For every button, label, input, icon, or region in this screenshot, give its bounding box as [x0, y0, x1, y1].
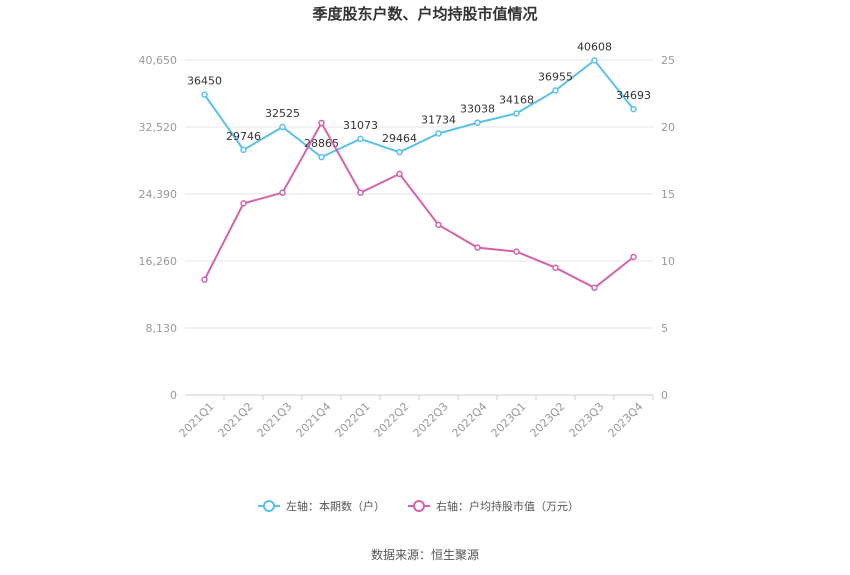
data-point[interactable]: [474, 244, 481, 251]
left-tick-label: 40,650: [139, 54, 178, 67]
right-tick-label: 15: [661, 188, 675, 201]
data-point[interactable]: [357, 189, 364, 196]
chart-title: 季度股东户数、户均持股市值情况: [312, 5, 537, 23]
right-axis: 0 5 10 15 20 25: [661, 54, 675, 402]
data-point[interactable]: [435, 221, 442, 229]
left-tick-label: 16,260: [139, 255, 178, 268]
data-point[interactable]: [201, 276, 208, 284]
data-label: 31734: [421, 113, 456, 126]
right-tick-label: 0: [661, 389, 668, 402]
data-point[interactable]: [630, 105, 637, 113]
data-point[interactable]: [318, 119, 325, 127]
data-point[interactable]: [474, 119, 481, 126]
series-line: [203, 58, 635, 159]
x-tick-label: 2022Q2: [372, 400, 412, 440]
data-label: 34693: [616, 89, 651, 102]
x-tick-label: 2022Q4: [450, 400, 490, 440]
grid: [185, 59, 653, 396]
data-point[interactable]: [279, 123, 286, 131]
data-point[interactable]: [630, 253, 637, 261]
data-label: 36955: [538, 70, 573, 83]
data-point[interactable]: [552, 87, 559, 94]
x-tick-label: 2021Q1: [177, 400, 217, 440]
legend[interactable]: 左轴：本期数（户） 右轴：户均持股市值（万元）: [258, 499, 579, 513]
data-point[interactable]: [591, 284, 598, 292]
legend-marker: [413, 500, 425, 512]
x-tick-label: 2023Q1: [489, 400, 529, 440]
data-point[interactable]: [552, 264, 559, 271]
series-2: [201, 119, 637, 292]
x-tick-label: 2021Q4: [294, 400, 334, 440]
data-point[interactable]: [279, 189, 286, 196]
right-tick-label: 25: [661, 54, 675, 67]
legend-item-1[interactable]: 左轴：本期数（户）: [258, 499, 385, 513]
left-tick-label: 8,130: [146, 322, 178, 335]
right-tick-label: 5: [661, 322, 668, 335]
right-tick-label: 10: [661, 255, 675, 268]
data-label: 29464: [382, 132, 417, 145]
x-axis: 2021Q12021Q22021Q32021Q42022Q12022Q22022…: [177, 395, 654, 440]
x-tick-label: 2021Q3: [255, 400, 295, 440]
x-tick-label: 2021Q2: [216, 400, 256, 440]
x-tick-label: 2022Q3: [411, 400, 451, 440]
data-label: 34168: [499, 93, 534, 106]
x-tick-label: 2023Q3: [567, 400, 607, 440]
legend-label: 右轴：户均持股市值（万元）: [436, 499, 579, 513]
series-1: 3645029746325252886531073294643173433038…: [187, 40, 651, 161]
data-point[interactable]: [591, 57, 598, 64]
data-point[interactable]: [201, 91, 208, 98]
data-point[interactable]: [357, 135, 364, 143]
data-point[interactable]: [396, 148, 403, 156]
legend-marker: [263, 500, 275, 512]
data-label: 29746: [226, 130, 261, 143]
data-label: 31073: [343, 119, 378, 132]
legend-item-2[interactable]: 右轴：户均持股市值（万元）: [408, 499, 579, 513]
data-point[interactable]: [513, 248, 520, 255]
x-tick-label: 2022Q1: [333, 400, 373, 440]
left-tick-label: 32,520: [139, 121, 178, 134]
data-label: 40608: [577, 40, 612, 53]
data-point[interactable]: [435, 130, 442, 137]
left-tick-label: 0: [170, 389, 177, 402]
data-label: 32525: [265, 107, 300, 120]
data-point[interactable]: [318, 153, 325, 161]
legend-label: 左轴：本期数（户）: [286, 499, 385, 513]
data-point[interactable]: [240, 146, 247, 154]
left-tick-label: 24,390: [139, 188, 178, 201]
x-tick-label: 2023Q4: [606, 400, 646, 440]
right-tick-label: 20: [661, 121, 675, 134]
x-tick-label: 2023Q2: [528, 400, 568, 440]
data-source: 数据来源：恒生聚源: [371, 547, 479, 562]
data-label: 33038: [460, 103, 495, 116]
data-point[interactable]: [396, 170, 403, 178]
left-axis: 0 8,130 16,260 24,390 32,520 40,650: [139, 54, 178, 402]
data-point[interactable]: [513, 110, 520, 117]
series-line: [203, 120, 635, 289]
data-label: 36450: [187, 75, 222, 88]
data-point[interactable]: [240, 200, 247, 207]
series-layer: 3645029746325252886531073294643173433038…: [187, 40, 651, 292]
